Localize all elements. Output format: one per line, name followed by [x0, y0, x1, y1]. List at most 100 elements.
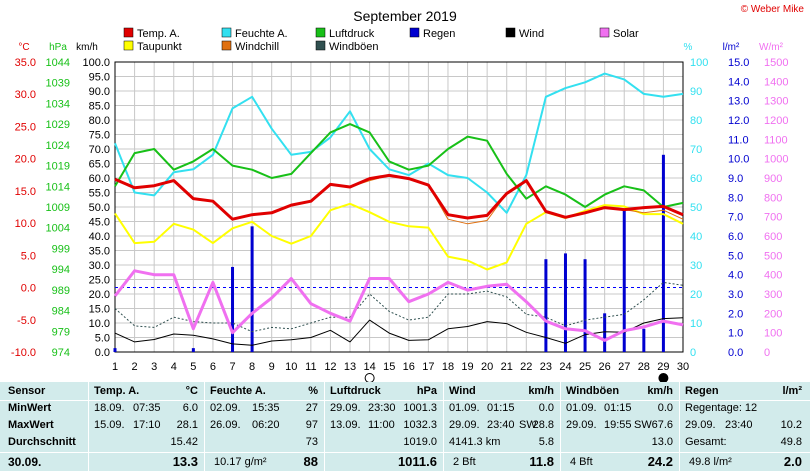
- tick-pressure: 994: [52, 264, 70, 276]
- humidity-max-value: 97: [305, 419, 318, 431]
- wind-avg-value: 5.8: [538, 436, 554, 448]
- tick-day: 15: [383, 361, 395, 373]
- gust-bft: 4 Bft: [570, 456, 593, 468]
- pressure-today-value: 1011.6: [397, 454, 437, 469]
- series-line-luftdruck: [114, 123, 684, 208]
- tick-solar: 1400: [764, 76, 788, 88]
- tick-rain: 6.0: [728, 231, 743, 243]
- tick-day: 10: [285, 361, 297, 373]
- tick-wind: 40.0: [89, 231, 110, 243]
- tick-temp: 0.0: [21, 283, 36, 295]
- rain-total-value: 49.8: [780, 436, 802, 448]
- temp-today-value: 13.3: [172, 454, 198, 469]
- tick-humidity: 30: [690, 260, 702, 272]
- series-line-feuchte-a: [114, 72, 684, 214]
- legend-swatch-4: [505, 27, 516, 38]
- tick-solar: 200: [764, 308, 782, 320]
- tick-temp: 35.0: [15, 57, 36, 69]
- axis-header-solar: W/m²: [759, 42, 784, 53]
- rain-total-label: Gesamt:: [685, 436, 727, 448]
- legend-swatch-6: [123, 40, 134, 51]
- rain-bars: [113, 154, 665, 352]
- humidity-abs-value: 10.17 g/m²: [214, 456, 267, 468]
- pressure-max-time: 11:00: [368, 419, 395, 431]
- tick-rain: 14.0: [728, 76, 749, 88]
- rain-days: Regentage: 12: [685, 402, 758, 414]
- rain-unit: l/m²: [782, 385, 802, 397]
- rain-bar-day-1: [113, 348, 117, 352]
- row-label-max: MaxWert: [8, 419, 54, 431]
- tick-temp: -5.0: [17, 315, 36, 327]
- tick-rain: 8.0: [728, 192, 743, 204]
- tick-wind: 35.0: [89, 246, 110, 258]
- gust-today-value: 24.2: [647, 454, 673, 469]
- legend-label-1: Feuchte A.: [235, 28, 288, 40]
- tick-solar: 1500: [764, 57, 788, 69]
- tick-day: 11: [305, 361, 316, 373]
- tick-rain: 15.0: [728, 57, 749, 69]
- tick-humidity: 20: [690, 289, 702, 301]
- temp-column: Temp. A. °C 18.09. 07:35 6.0 15.09. 17:1…: [88, 382, 204, 471]
- legend-swatch-7: [221, 40, 232, 51]
- tick-rain: 12.0: [728, 115, 749, 127]
- legend-swatch-0: [123, 27, 134, 38]
- pressure-unit: hPa: [416, 385, 437, 397]
- rain-column: Regen l/m² Regentage: 12 29.09. 23:40 10…: [679, 382, 810, 471]
- humidity-today-value: 88: [303, 454, 318, 469]
- tick-temp: -10.0: [11, 347, 36, 359]
- rain-bar-day-8: [250, 226, 254, 352]
- tick-day: 6: [210, 361, 216, 373]
- rain-month-value: 49.8 l/m²: [689, 456, 732, 468]
- wind-today-value: 11.8: [529, 454, 554, 469]
- humidity-max-time: 06:20: [252, 419, 280, 431]
- tick-humidity: 40: [690, 231, 702, 243]
- rain-header: Regen: [685, 385, 719, 397]
- pressure-min-time: 23:30: [368, 402, 396, 414]
- wind-header: Wind: [449, 385, 476, 397]
- tick-wind: 50.0: [89, 202, 110, 214]
- tick-wind: 20.0: [89, 289, 110, 301]
- axis-header-rain: l/m²: [723, 42, 740, 53]
- tick-rain: 5.0: [728, 250, 743, 262]
- tick-day: 5: [190, 361, 196, 373]
- rain-bar-day-28: [642, 328, 646, 352]
- tick-day: 12: [324, 361, 336, 373]
- tick-solar: 900: [764, 173, 782, 185]
- wind-column: Wind km/h 01.09. 01:15 0.0 29.09. 23:40 …: [443, 382, 560, 471]
- rain-bar-day-23: [544, 259, 548, 352]
- full-moon-icon: [364, 373, 375, 382]
- legend-label-6: Taupunkt: [137, 41, 182, 53]
- tick-day: 3: [151, 361, 157, 373]
- tick-wind: 25.0: [89, 275, 110, 287]
- row-label-min: MinWert: [8, 402, 52, 414]
- temp-header: Temp. A.: [94, 385, 140, 397]
- tick-solar: 1200: [764, 115, 788, 127]
- temp-avg-value: 15.42: [170, 436, 198, 448]
- gust-min-value: 0.0: [657, 402, 673, 414]
- weather-chart: September 2019 © Weber Mike Temp. A. Feuc…: [11, 4, 804, 382]
- tick-solar: 700: [764, 212, 782, 224]
- temp-max-value: 28.1: [176, 419, 198, 431]
- humidity-min-date: 02.09.: [210, 402, 241, 414]
- gust-max-time: 19:55: [604, 419, 632, 431]
- pressure-min-date: 29.09.: [330, 402, 361, 414]
- tick-day: 13: [344, 361, 356, 373]
- humidity-min-value: 27: [305, 402, 318, 414]
- rain-bar-day-24: [563, 253, 567, 352]
- temp-max-date: 15.09.: [94, 419, 125, 431]
- tick-wind: 10.0: [89, 318, 110, 330]
- tick-solar: 300: [764, 289, 782, 301]
- wind-max-time: 23:40: [487, 419, 515, 431]
- legend-label-8: Windböen: [329, 41, 379, 53]
- statistics-table: Sensor MinWert MaxWert Durchschnitt 30.0…: [0, 382, 810, 471]
- tick-humidity: 90: [690, 86, 702, 98]
- legend-swatch-3: [409, 27, 420, 38]
- tick-day: 27: [618, 361, 630, 373]
- tick-pressure: 1044: [46, 57, 70, 69]
- tick-wind: 0.0: [95, 347, 110, 359]
- row-label-today: 30.09.: [8, 455, 42, 469]
- gust-max-value: 67.6: [651, 419, 673, 431]
- tick-day: 8: [249, 361, 255, 373]
- legend-label-2: Luftdruck: [329, 28, 375, 40]
- rain-max-time: 23:40: [725, 419, 753, 431]
